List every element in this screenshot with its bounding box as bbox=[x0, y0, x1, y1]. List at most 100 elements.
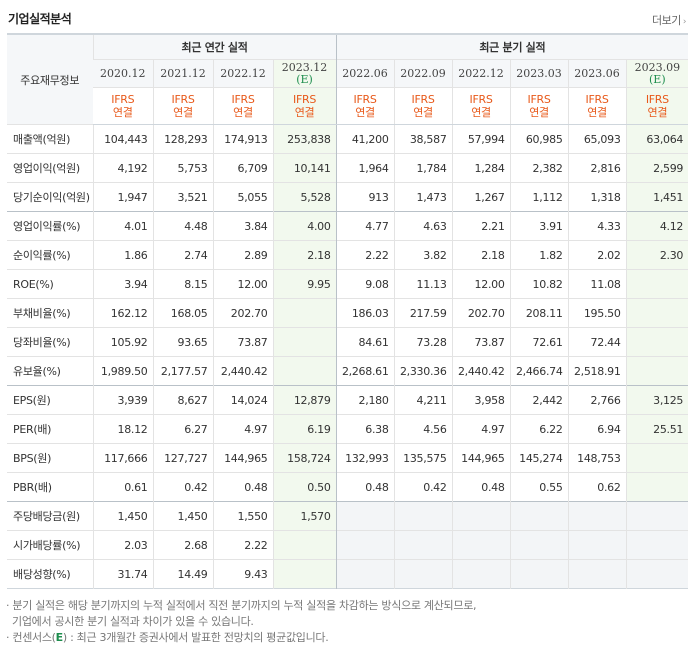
value-cell bbox=[335, 530, 395, 560]
ifrs-tag: IFRS 연결 bbox=[272, 87, 337, 125]
footnote-2: · 컨센서스(E) : 최근 3개월간 증권사에서 발표한 전망치의 평균값입니… bbox=[6, 630, 686, 646]
ifrs-label: IFRS bbox=[645, 93, 669, 106]
value-cell bbox=[625, 530, 689, 560]
value-cell: 60,985 bbox=[509, 124, 569, 154]
value-cell: 2,466.74 bbox=[509, 356, 569, 386]
row-label: BPS(원) bbox=[7, 443, 93, 473]
value-cell: 1,989.50 bbox=[92, 356, 153, 386]
value-cell bbox=[451, 501, 511, 531]
value-cell: 4.01 bbox=[92, 211, 153, 241]
row-label: ROE(%) bbox=[7, 269, 93, 299]
period-header-estimate: 2023.12 (E) bbox=[272, 59, 337, 88]
value-cell: 2,177.57 bbox=[152, 356, 213, 386]
value-cell: 11.13 bbox=[393, 269, 453, 299]
value-cell: 8,627 bbox=[152, 385, 213, 415]
consolidated-label: 연결 bbox=[587, 106, 607, 119]
value-cell: 5,753 bbox=[152, 153, 213, 183]
value-cell bbox=[625, 559, 689, 589]
ifrs-tag: IFRS 연결 bbox=[393, 87, 453, 125]
value-cell: 25.51 bbox=[625, 414, 689, 444]
value-cell: 1,284 bbox=[451, 153, 511, 183]
ifrs-label: IFRS bbox=[411, 93, 435, 106]
value-cell bbox=[451, 530, 511, 560]
ifrs-label: IFRS bbox=[353, 93, 377, 106]
value-cell: 0.48 bbox=[451, 472, 511, 502]
value-cell bbox=[625, 298, 689, 328]
value-cell: 65,093 bbox=[567, 124, 627, 154]
value-cell: 217.59 bbox=[393, 298, 453, 328]
value-cell bbox=[625, 472, 689, 502]
value-cell: 0.55 bbox=[509, 472, 569, 502]
value-cell: 3,958 bbox=[451, 385, 511, 415]
period-header: 2022.12 bbox=[451, 59, 511, 88]
table-row: 시가배당률(%) 2.03 2.68 2.22 bbox=[7, 530, 689, 560]
value-cell: 72.61 bbox=[509, 327, 569, 357]
value-cell bbox=[393, 530, 453, 560]
table-row: 영업이익률(%) 4.01 4.48 3.84 4.00 4.77 4.63 2.21 3.91… bbox=[7, 211, 689, 241]
value-cell: 3,125 bbox=[625, 385, 689, 415]
value-cell: 8.15 bbox=[152, 269, 213, 299]
value-cell bbox=[567, 559, 627, 589]
row-label: 당기순이익(억원) bbox=[7, 182, 93, 212]
value-cell: 2.18 bbox=[272, 240, 337, 270]
consolidated-label: 연결 bbox=[173, 106, 193, 119]
value-cell: 2,440.42 bbox=[212, 356, 273, 386]
value-cell: 3,939 bbox=[92, 385, 153, 415]
ifrs-tag: IFRS 연결 bbox=[567, 87, 627, 125]
value-cell bbox=[567, 501, 627, 531]
table-row: 주당배당금(원) 1,450 1,450 1,550 1,570 bbox=[7, 501, 689, 531]
value-cell: 9.95 bbox=[272, 269, 337, 299]
consolidated-label: 연결 bbox=[647, 106, 668, 119]
value-cell: 93.65 bbox=[152, 327, 213, 357]
footnote-2-suffix: ) : 최근 3개월간 증권사에서 발표한 전망치의 평균값입니다. bbox=[62, 631, 329, 644]
row-label: 배당성향(%) bbox=[7, 559, 93, 589]
value-cell: 2.30 bbox=[625, 240, 689, 270]
value-cell: 253,838 bbox=[272, 124, 337, 154]
row-label: PBR(배) bbox=[7, 472, 93, 502]
value-cell: 63,064 bbox=[625, 124, 689, 154]
consolidated-label: 연결 bbox=[471, 106, 491, 119]
value-cell: 202.70 bbox=[451, 298, 511, 328]
value-cell: 2.03 bbox=[92, 530, 153, 560]
more-link[interactable]: 더보기 › bbox=[652, 12, 687, 28]
footnote-1-cont: 기업에서 공시한 분기 실적과 차이가 있을 수 있습니다. bbox=[12, 615, 254, 628]
value-cell: 2,330.36 bbox=[393, 356, 453, 386]
value-cell: 0.42 bbox=[152, 472, 213, 502]
consolidated-label: 연결 bbox=[112, 106, 133, 119]
value-cell bbox=[625, 356, 689, 386]
value-cell: 0.48 bbox=[335, 472, 395, 502]
value-cell: 186.03 bbox=[335, 298, 395, 328]
value-cell: 4.77 bbox=[335, 211, 395, 241]
footnote-2-prefix: · 컨센서스( bbox=[6, 631, 56, 644]
value-cell: 2.21 bbox=[451, 211, 511, 241]
value-cell: 6.19 bbox=[272, 414, 337, 444]
value-cell: 73.87 bbox=[212, 327, 273, 357]
value-cell: 72.44 bbox=[567, 327, 627, 357]
value-cell: 1,784 bbox=[393, 153, 453, 183]
period-header: 2022.09 bbox=[393, 59, 453, 88]
more-link-label: 더보기 bbox=[652, 14, 681, 27]
value-cell: 2.89 bbox=[212, 240, 273, 270]
value-cell: 5,055 bbox=[212, 182, 273, 212]
value-cell: 4,192 bbox=[92, 153, 153, 183]
value-cell bbox=[272, 530, 337, 560]
value-cell: 0.62 bbox=[567, 472, 627, 502]
value-cell: 913 bbox=[335, 182, 395, 212]
value-cell: 4.00 bbox=[272, 211, 337, 241]
period-header: 2023.03 bbox=[509, 59, 569, 88]
value-cell: 12.00 bbox=[451, 269, 511, 299]
value-cell: 168.05 bbox=[152, 298, 213, 328]
ifrs-tag: IFRS 연결 bbox=[509, 87, 569, 125]
value-cell: 4.33 bbox=[567, 211, 627, 241]
value-cell: 2.68 bbox=[152, 530, 213, 560]
value-cell: 2,268.61 bbox=[335, 356, 395, 386]
value-cell: 6.38 bbox=[335, 414, 395, 444]
value-cell: 2.02 bbox=[567, 240, 627, 270]
section-title: 기업실적분석 bbox=[8, 12, 72, 26]
row-label: PER(배) bbox=[7, 414, 93, 444]
value-cell bbox=[335, 559, 395, 589]
estimate-tag: (E) bbox=[649, 72, 666, 86]
value-cell: 57,994 bbox=[451, 124, 511, 154]
value-cell: 4,211 bbox=[393, 385, 453, 415]
table-row: 유보율(%) 1,989.50 2,177.57 2,440.42 2,268.61 2,… bbox=[7, 356, 689, 386]
